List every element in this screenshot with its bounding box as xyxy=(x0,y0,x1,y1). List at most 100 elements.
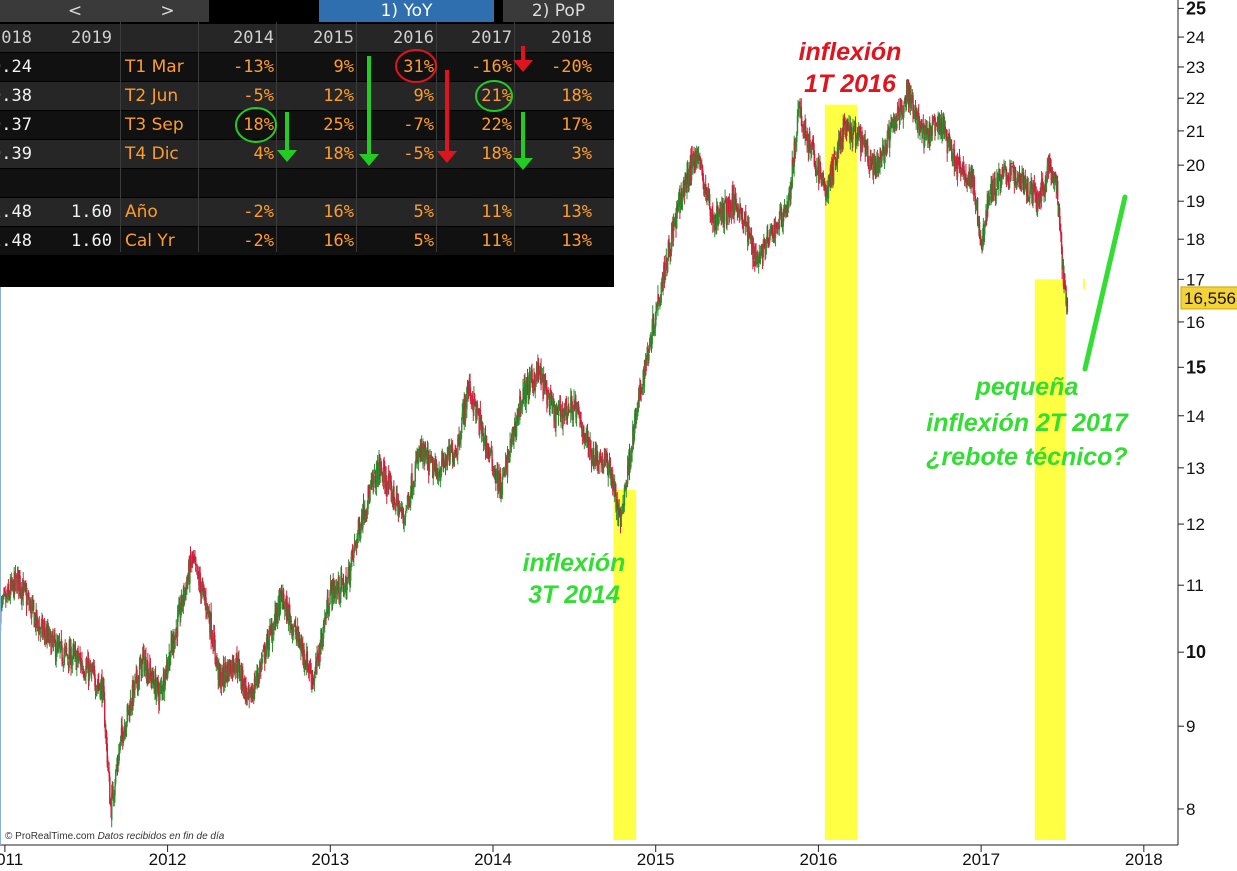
candle-body xyxy=(184,591,186,602)
candle-body xyxy=(115,770,118,772)
candle-body xyxy=(920,121,922,123)
candle-body xyxy=(767,238,770,242)
candle-body xyxy=(415,459,417,465)
candle-body xyxy=(588,445,591,458)
candle-body xyxy=(816,170,819,173)
candle-body xyxy=(993,182,995,196)
candle-body xyxy=(450,444,452,449)
candle-body xyxy=(765,242,768,248)
candle-body xyxy=(109,776,111,805)
candle-body xyxy=(312,681,314,683)
candle-body xyxy=(349,565,352,581)
candle-body xyxy=(252,692,254,696)
candle-body xyxy=(348,564,351,584)
candle-body xyxy=(783,207,786,217)
candle-body xyxy=(390,476,392,483)
next-button[interactable]: > xyxy=(126,0,209,22)
candle-body xyxy=(952,153,954,157)
left-value-cell: 0.38 xyxy=(0,86,32,106)
candle-body xyxy=(559,404,562,416)
y-tick-label: 19 xyxy=(1186,192,1205,211)
candle-body xyxy=(652,314,655,332)
candle-body xyxy=(410,493,412,505)
candle-body xyxy=(196,568,199,574)
candle-body xyxy=(850,123,852,135)
value-cell: 5% xyxy=(413,231,434,251)
candle-body xyxy=(862,142,865,145)
candle-body xyxy=(648,346,651,351)
candle-body xyxy=(70,646,72,669)
annotation-text: 3T 2014 xyxy=(528,581,620,609)
candle-body xyxy=(25,587,27,592)
highlight-bar xyxy=(613,489,637,840)
candle-body xyxy=(896,108,899,121)
candle-body xyxy=(52,639,55,645)
candle-body xyxy=(639,385,641,400)
candle-body xyxy=(693,152,695,168)
candle-body xyxy=(460,435,462,440)
candle-body xyxy=(36,617,39,623)
candle-body xyxy=(664,271,666,278)
candle-body xyxy=(380,461,382,467)
x-tick-label: 2018 xyxy=(1125,850,1163,869)
prev-button[interactable]: < xyxy=(14,0,136,22)
candle-body xyxy=(8,593,10,598)
candle-body xyxy=(747,222,750,245)
candle-body xyxy=(797,108,799,117)
candle-body xyxy=(925,132,927,135)
candle-body xyxy=(383,466,385,470)
candle-body xyxy=(118,752,120,765)
candle-body xyxy=(665,263,667,271)
candle-body xyxy=(814,161,816,166)
candle-body xyxy=(604,454,606,463)
candle-body xyxy=(255,684,257,686)
candle-body xyxy=(501,477,504,495)
candle-body xyxy=(479,412,481,435)
candle-body xyxy=(649,342,651,348)
candle-body xyxy=(869,168,871,170)
candle-body xyxy=(608,464,610,474)
candle-body xyxy=(343,593,345,596)
candle-body xyxy=(98,682,100,685)
candle-body xyxy=(57,644,59,649)
candle-body xyxy=(944,126,947,134)
tab-pop[interactable]: 2) PoP xyxy=(503,0,614,22)
candle-body xyxy=(49,632,52,634)
candle-body xyxy=(293,629,295,633)
candle-body xyxy=(578,410,580,417)
candle-body xyxy=(467,382,469,393)
candle-body xyxy=(865,141,868,155)
candle-body xyxy=(123,730,125,741)
candle-body xyxy=(313,682,315,686)
arrow-head xyxy=(277,150,297,162)
candle-body xyxy=(266,634,269,637)
candle-body xyxy=(974,192,976,202)
candle-body xyxy=(572,407,575,421)
candle-body xyxy=(202,586,205,589)
y-tick-label: 8 xyxy=(1186,800,1195,819)
value-cell: 18% xyxy=(243,115,274,135)
candle-body xyxy=(300,641,303,649)
candle-body xyxy=(982,235,984,250)
candle-body xyxy=(712,211,714,223)
candle-body xyxy=(567,404,569,416)
candle-body xyxy=(1000,175,1002,192)
candle-body xyxy=(55,655,57,662)
candle-body xyxy=(620,510,622,527)
candle-body xyxy=(52,636,54,642)
candle-body xyxy=(627,465,630,468)
candle-body xyxy=(947,134,950,147)
candle-body xyxy=(951,157,954,161)
candle-body xyxy=(660,282,662,303)
candle-body xyxy=(326,609,328,616)
candle-body xyxy=(1044,179,1047,194)
highlight-bars xyxy=(613,104,1066,840)
candle-body xyxy=(40,630,42,633)
candle-body xyxy=(105,731,108,743)
candle-body xyxy=(473,393,476,400)
candle-body xyxy=(654,318,657,329)
tab-yoy[interactable]: 1) YoY xyxy=(319,0,494,22)
value-cell: -7% xyxy=(403,115,434,135)
candle-body xyxy=(774,221,777,238)
candle-body xyxy=(104,727,107,732)
